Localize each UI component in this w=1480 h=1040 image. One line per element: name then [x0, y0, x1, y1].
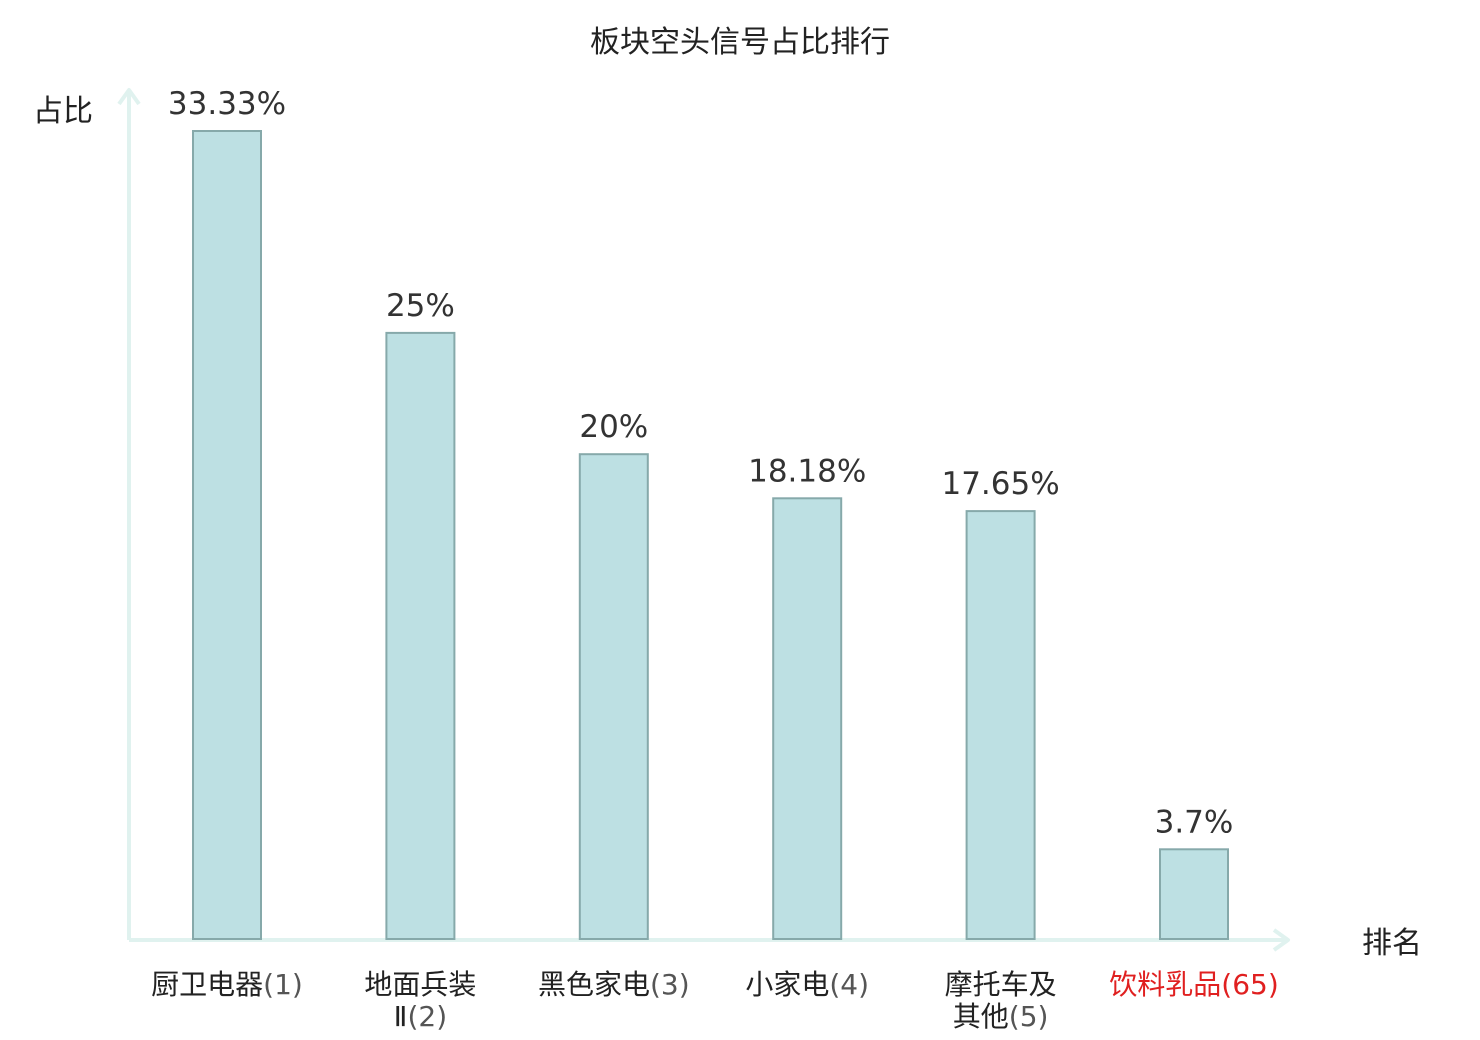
x-tick-line: Ⅱ(2) [394, 1000, 447, 1033]
chart-title: 板块空头信号占比排行 [590, 25, 890, 60]
x-axis-label: 排名 [1362, 926, 1422, 961]
value-label-3: 20% [579, 409, 648, 445]
x-tick-name: 饮料乳品 [1109, 968, 1221, 1001]
x-tick-line: 其他(5) [953, 1000, 1049, 1033]
x-axis-arrow-icon [1272, 928, 1290, 952]
x-tick-name: 黑色家电 [538, 968, 650, 1001]
x-tick-line: 地面兵装 [364, 968, 476, 1001]
x-tick-rank: (5) [1009, 1000, 1049, 1033]
x-tick-label-6: 饮料乳品(65) [1109, 968, 1279, 1001]
x-tick-name: 摩托车及 [945, 968, 1057, 1001]
x-tick-name: Ⅱ [394, 1000, 408, 1033]
bar-1 [192, 130, 262, 940]
bar-3 [578, 453, 649, 940]
bar-2 [385, 331, 456, 940]
value-labels-group: 33.33% 25% 20% 18.18% 17.65% 3.7% [168, 86, 1233, 840]
x-tick-label-4: 小家电(4) [745, 968, 869, 1001]
x-tick-name: 厨卫电器 [151, 968, 263, 1001]
value-label-5: 17.65% [941, 466, 1059, 502]
value-label-4: 18.18% [748, 453, 866, 489]
value-label-1: 33.33% [168, 86, 286, 122]
x-tick-label-1: 厨卫电器(1) [151, 968, 303, 1001]
y-axis-label: 占比 [33, 94, 93, 129]
x-tick-line: 摩托车及 [945, 968, 1057, 1001]
x-tick-rank: (3) [650, 968, 690, 1001]
bar-4 [772, 497, 843, 940]
x-tick-line: 饮料乳品(65) [1109, 968, 1279, 1001]
y-axis-arrow-icon [117, 88, 141, 106]
x-tick-name: 其他 [953, 1000, 1009, 1033]
x-tick-name: 地面兵装 [364, 968, 476, 1001]
x-tick-rank: (2) [407, 1000, 447, 1033]
x-tick-line: 厨卫电器(1) [151, 968, 303, 1001]
x-tick-name: 小家电 [745, 968, 829, 1001]
bar-5 [965, 510, 1036, 940]
value-label-6: 3.7% [1155, 804, 1234, 840]
x-tick-line: 小家电(4) [745, 968, 869, 1001]
value-label-2: 25% [386, 288, 455, 324]
x-tick-rank: (1) [263, 968, 303, 1001]
axes [117, 88, 1290, 952]
x-tick-line: 黑色家电(3) [538, 968, 690, 1001]
x-tick-rank: (65) [1221, 968, 1278, 1001]
bars-group [192, 130, 1229, 940]
x-tick-label-3: 黑色家电(3) [538, 968, 690, 1001]
bar-6 [1159, 848, 1229, 940]
x-tick-rank: (4) [829, 968, 869, 1001]
